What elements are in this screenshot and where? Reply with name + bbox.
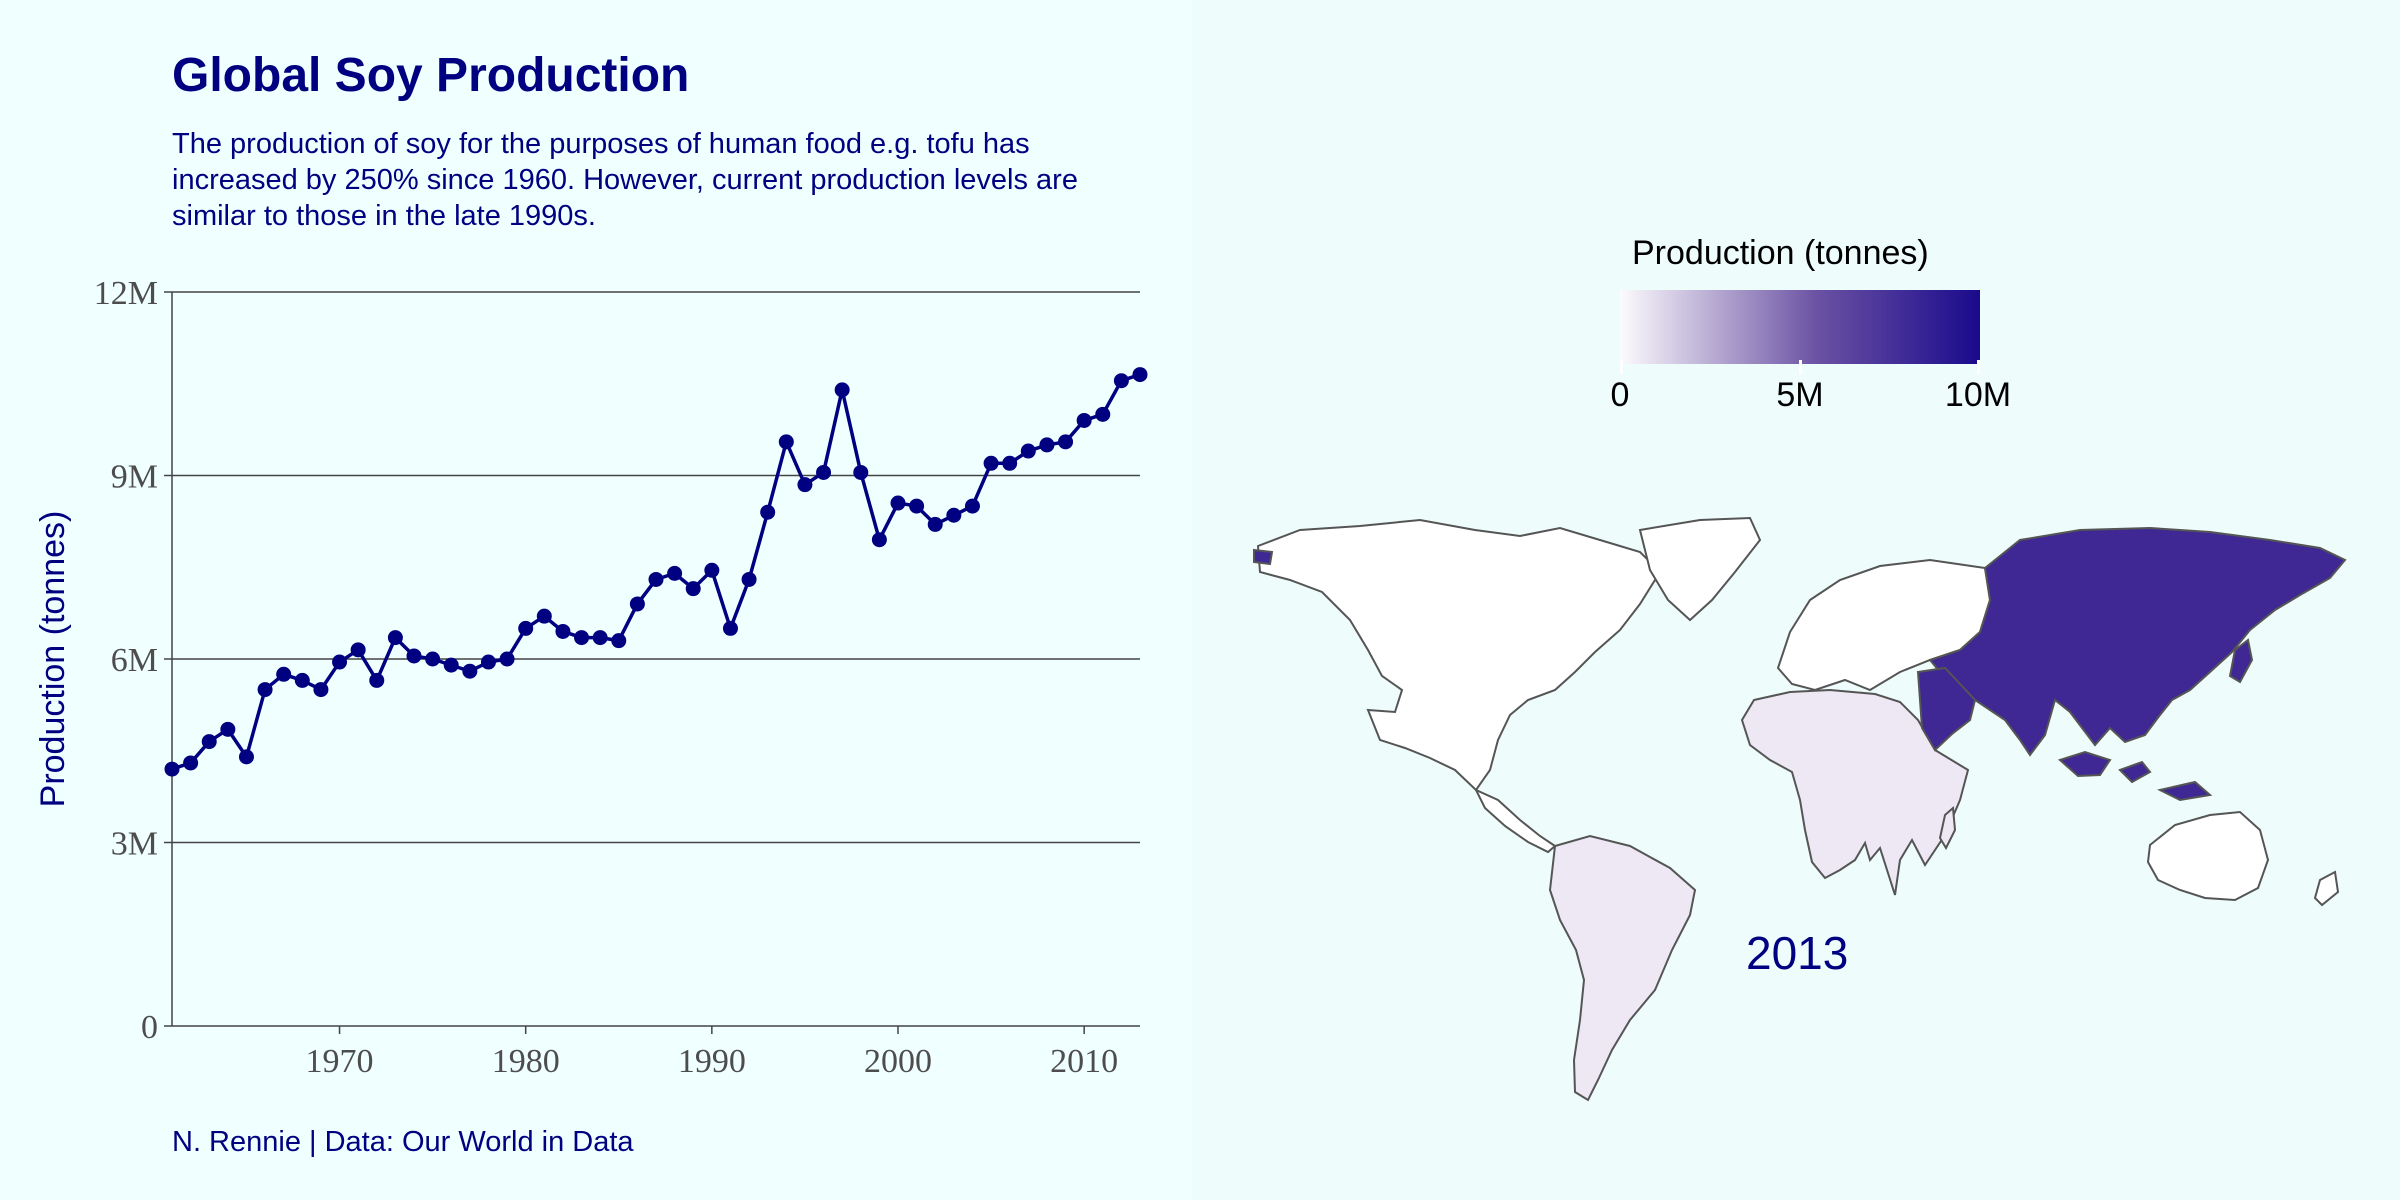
- data-point: [257, 682, 273, 698]
- data-point: [332, 654, 348, 670]
- data-point: [927, 516, 943, 532]
- data-point: [685, 581, 701, 597]
- line-chart: 0 3M 6M 9M 12M 1970 1980 1990 2000 2010 Production…: [34, 275, 1148, 1080]
- data-point: [592, 630, 608, 646]
- x-tick-label: 1990: [678, 1043, 746, 1080]
- x-tick-label: 1970: [306, 1043, 374, 1080]
- legend-label-10m: 10M: [1944, 376, 2012, 414]
- series-line: [171, 372, 1141, 771]
- data-point: [909, 498, 925, 514]
- data-point: [760, 504, 776, 520]
- legend-label-0: 0: [1610, 376, 1630, 414]
- data-point: [946, 507, 962, 523]
- y-axis-label: Production (tonnes): [34, 511, 72, 808]
- data-point: [741, 571, 757, 587]
- data-point: [853, 464, 869, 480]
- y-tick-label: 12M: [94, 275, 158, 312]
- data-point: [518, 620, 534, 636]
- data-point: [480, 654, 496, 670]
- data-point: [369, 672, 385, 688]
- x-tick-label: 1980: [492, 1043, 560, 1080]
- data-point: [387, 630, 403, 646]
- map-legend-title: Production (tonnes): [1632, 234, 1929, 272]
- data-point: [536, 608, 552, 624]
- data-point: [462, 663, 478, 679]
- map-legend-colorbar: [1620, 290, 1980, 364]
- data-point: [574, 630, 590, 646]
- data-point: [183, 755, 199, 771]
- data-point: [704, 562, 720, 578]
- data-point: [816, 464, 832, 480]
- data-point: [629, 596, 645, 612]
- data-point: [555, 623, 571, 639]
- data-point: [890, 495, 906, 511]
- map-panel: [1192, 0, 2400, 1200]
- data-point: [797, 477, 813, 493]
- x-tick-label: 2010: [1050, 1043, 1118, 1080]
- legend-tick: [1620, 360, 1623, 374]
- data-point: [667, 565, 683, 581]
- data-point: [220, 721, 236, 737]
- data-point: [499, 651, 515, 667]
- data-point: [871, 532, 887, 548]
- y-tick-label: 0: [141, 1009, 158, 1046]
- data-point: [1113, 373, 1129, 389]
- chart-title: Global Soy Production: [172, 49, 690, 102]
- data-point: [294, 672, 310, 688]
- chart-caption: N. Rennie | Data: Our World in Data: [172, 1126, 634, 1158]
- legend-tick: [1977, 360, 1980, 374]
- data-point: [983, 455, 999, 471]
- y-tick-label: 6M: [111, 642, 158, 679]
- data-point: [443, 657, 459, 673]
- y-tick-label: 3M: [111, 826, 158, 863]
- data-point: [201, 734, 217, 750]
- data-point: [778, 434, 794, 450]
- data-point: [964, 498, 980, 514]
- data-point: [313, 682, 329, 698]
- data-point: [164, 761, 180, 777]
- data-point: [276, 666, 292, 682]
- data-point: [406, 648, 422, 664]
- data-point: [425, 651, 441, 667]
- data-point: [238, 749, 254, 765]
- chart-subtitle: The production of soy for the purposes o…: [172, 128, 1078, 232]
- y-tick-label: 9M: [111, 459, 158, 496]
- data-point: [648, 571, 664, 587]
- data-point: [1020, 443, 1036, 459]
- legend-label-5m: 5M: [1776, 376, 1824, 414]
- data-point: [1132, 367, 1148, 383]
- map-year-label: 2013: [1746, 927, 1849, 979]
- x-tick-label: 2000: [864, 1043, 932, 1080]
- data-point: [1002, 455, 1018, 471]
- data-point: [1076, 412, 1092, 428]
- legend-tick: [1799, 360, 1802, 374]
- data-point: [350, 642, 366, 658]
- data-point: [1095, 406, 1111, 422]
- line-chart-panel: Global Soy Production The production of …: [0, 0, 1190, 1200]
- data-point: [1058, 434, 1074, 450]
- data-point: [834, 382, 850, 398]
- data-point: [1039, 437, 1055, 453]
- data-point: [611, 633, 627, 649]
- data-point: [722, 620, 738, 636]
